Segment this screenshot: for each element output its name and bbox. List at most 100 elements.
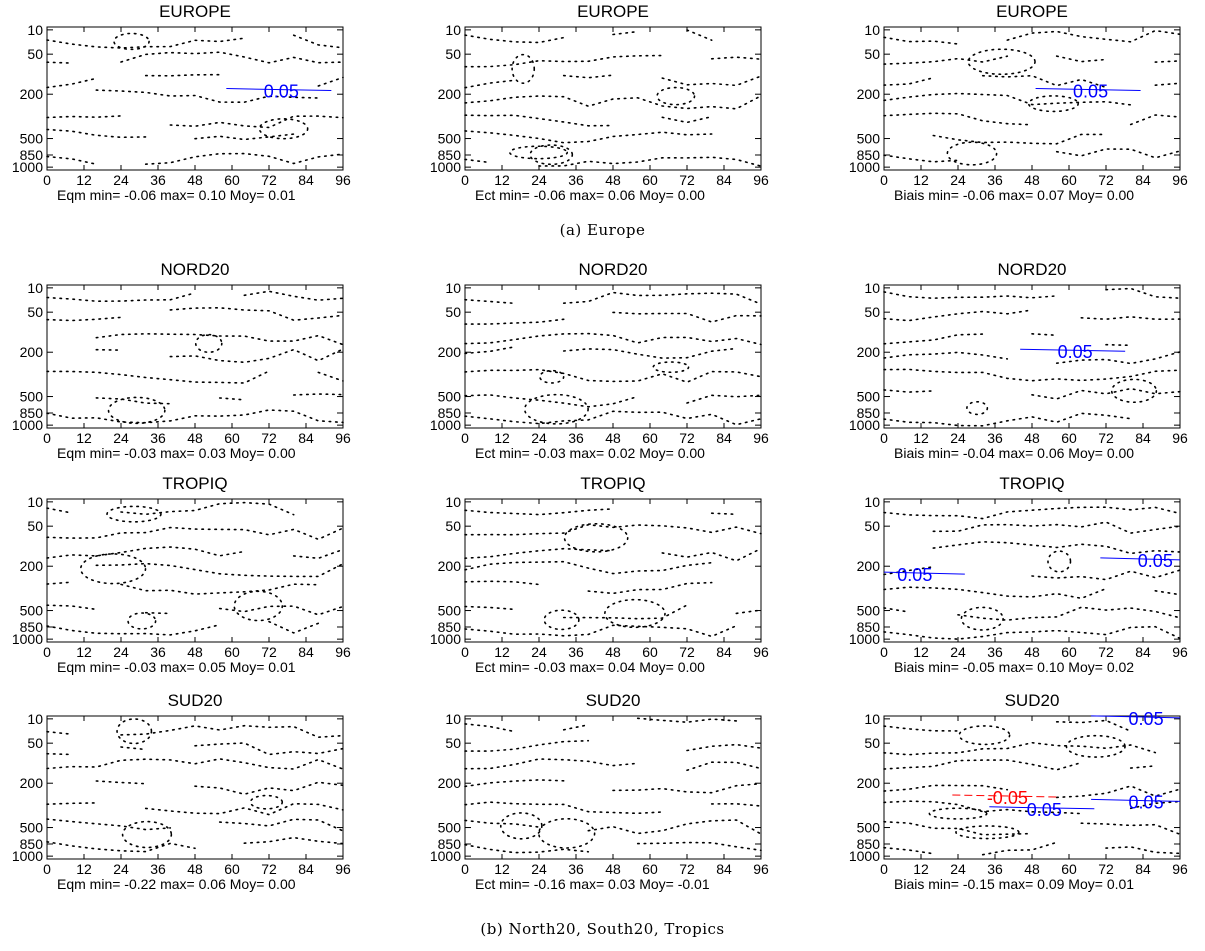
zero-contour-line <box>883 368 1181 382</box>
positive-contour-line <box>1100 557 1181 561</box>
x-tick-label: 84 <box>716 172 732 188</box>
zero-contour-line <box>46 546 344 560</box>
x-tick-label: 72 <box>1098 644 1114 660</box>
zero-contour-loop <box>106 505 162 523</box>
zero-contour-line <box>464 547 762 562</box>
zero-contour-line <box>464 156 762 167</box>
zero-contour-line <box>46 409 344 424</box>
x-tick-label: 96 <box>753 430 769 446</box>
x-tick-label: 24 <box>113 644 129 660</box>
x-tick-label: 96 <box>753 172 769 188</box>
zero-contour-line <box>46 152 344 165</box>
plot-frame <box>46 284 344 429</box>
y-tick-label: 850 <box>438 147 462 163</box>
zero-contour-loop <box>958 725 1011 746</box>
x-tick-label: 12 <box>76 172 92 188</box>
x-tick-label: 36 <box>987 430 1003 446</box>
x-tick-label: 36 <box>568 172 584 188</box>
x-tick-label: 84 <box>716 644 732 660</box>
positive-contour-line <box>226 88 332 92</box>
x-tick-label: 12 <box>494 430 510 446</box>
x-tick-label: 96 <box>753 861 769 877</box>
zero-contour-line <box>883 506 1181 520</box>
panel-title: NORD20 <box>161 260 230 279</box>
x-tick-label: 48 <box>1024 430 1040 446</box>
y-tick-label: 850 <box>857 405 881 421</box>
zero-contour-line <box>46 115 344 129</box>
x-tick-label: 96 <box>1172 172 1188 188</box>
zero-contour-line <box>46 758 344 770</box>
x-tick-label: 84 <box>298 172 314 188</box>
x-tick-label: 48 <box>187 430 203 446</box>
x-tick-label: 12 <box>76 644 92 660</box>
stats-line: Ect min= -0.06 max= 0.06 Moy= 0.00 <box>475 187 705 203</box>
x-tick-label: 0 <box>880 172 888 188</box>
zero-contour-line <box>883 784 1181 799</box>
zero-contour-line <box>883 74 1181 89</box>
x-tick-label: 12 <box>76 861 92 877</box>
zero-contour-line <box>464 54 762 68</box>
zero-contour-line <box>932 540 1181 555</box>
stats-line: Eqm min= -0.03 max= 0.03 Moy= 0.00 <box>57 445 296 461</box>
zero-contour-line <box>464 739 762 752</box>
y-tick-label: 10 <box>445 280 461 296</box>
y-tick-label: 10 <box>864 711 880 727</box>
x-tick-label: 36 <box>987 861 1003 877</box>
zero-contour-loop <box>946 141 998 166</box>
x-tick-label: 60 <box>224 644 240 660</box>
zero-contour-loop <box>563 522 629 553</box>
panel-title: SUD20 <box>168 691 223 710</box>
zero-contour-line <box>46 604 344 616</box>
zero-contour-loop <box>539 369 565 384</box>
y-tick-label: 500 <box>438 603 462 619</box>
zero-contour-line <box>883 841 1181 856</box>
positive-contour-line <box>883 571 965 575</box>
zero-contour-line <box>932 521 1181 534</box>
zero-contour-loop <box>523 393 589 425</box>
plot-frame <box>464 715 762 860</box>
zero-contour-line <box>47 129 343 139</box>
x-tick-label: 24 <box>950 644 966 660</box>
x-tick-label: 0 <box>43 172 51 188</box>
caption-b: (b) North20, South20, Tropics <box>480 920 725 938</box>
zero-contour-line <box>883 287 1181 300</box>
x-tick-label: 84 <box>298 430 314 446</box>
zero-contour-loop <box>966 401 989 416</box>
zero-contour-line <box>884 334 1180 346</box>
stats-line: Eqm min= -0.06 max= 0.10 Moy= 0.01 <box>57 187 296 203</box>
y-tick-label: 10 <box>864 280 880 296</box>
y-tick-label: 10 <box>864 494 880 510</box>
x-tick-label: 24 <box>113 430 129 446</box>
x-tick-label: 60 <box>642 172 658 188</box>
x-tick-label: 72 <box>1098 861 1114 877</box>
zero-contour-line <box>46 724 344 739</box>
x-tick-label: 24 <box>531 430 547 446</box>
y-tick-label: 1000 <box>430 417 461 433</box>
zero-contour-loop <box>928 807 988 820</box>
zero-contour-loop <box>537 817 596 849</box>
zero-contour-line <box>933 132 1155 144</box>
zero-contour-loop <box>529 144 574 166</box>
zero-contour-line <box>95 780 344 796</box>
plot-frame <box>883 26 1181 171</box>
positive-contour-line <box>1020 348 1126 352</box>
x-tick-label: 36 <box>987 644 1003 660</box>
zero-contour-line <box>464 624 738 638</box>
x-tick-label: 24 <box>113 861 129 877</box>
zero-contour-line <box>883 625 1181 640</box>
zero-contour-line <box>46 370 344 384</box>
zero-contour-loop <box>127 612 157 630</box>
y-tick-label: 500 <box>20 603 44 619</box>
zero-contour-line <box>465 115 761 126</box>
x-tick-label: 84 <box>1135 172 1151 188</box>
zero-contour-line <box>46 818 344 832</box>
panel-title: TROPIQ <box>580 474 645 493</box>
y-tick-label: 200 <box>438 344 462 360</box>
zero-contour-line <box>883 800 1181 815</box>
contour-panel: TROPIQ 0 12 24 36 48 60 72 84 96 10 50 200 5008501000… <box>849 474 1188 675</box>
zero-contour-line <box>46 581 320 595</box>
x-tick-label: 96 <box>335 861 351 877</box>
zero-contour-loop <box>543 609 580 631</box>
